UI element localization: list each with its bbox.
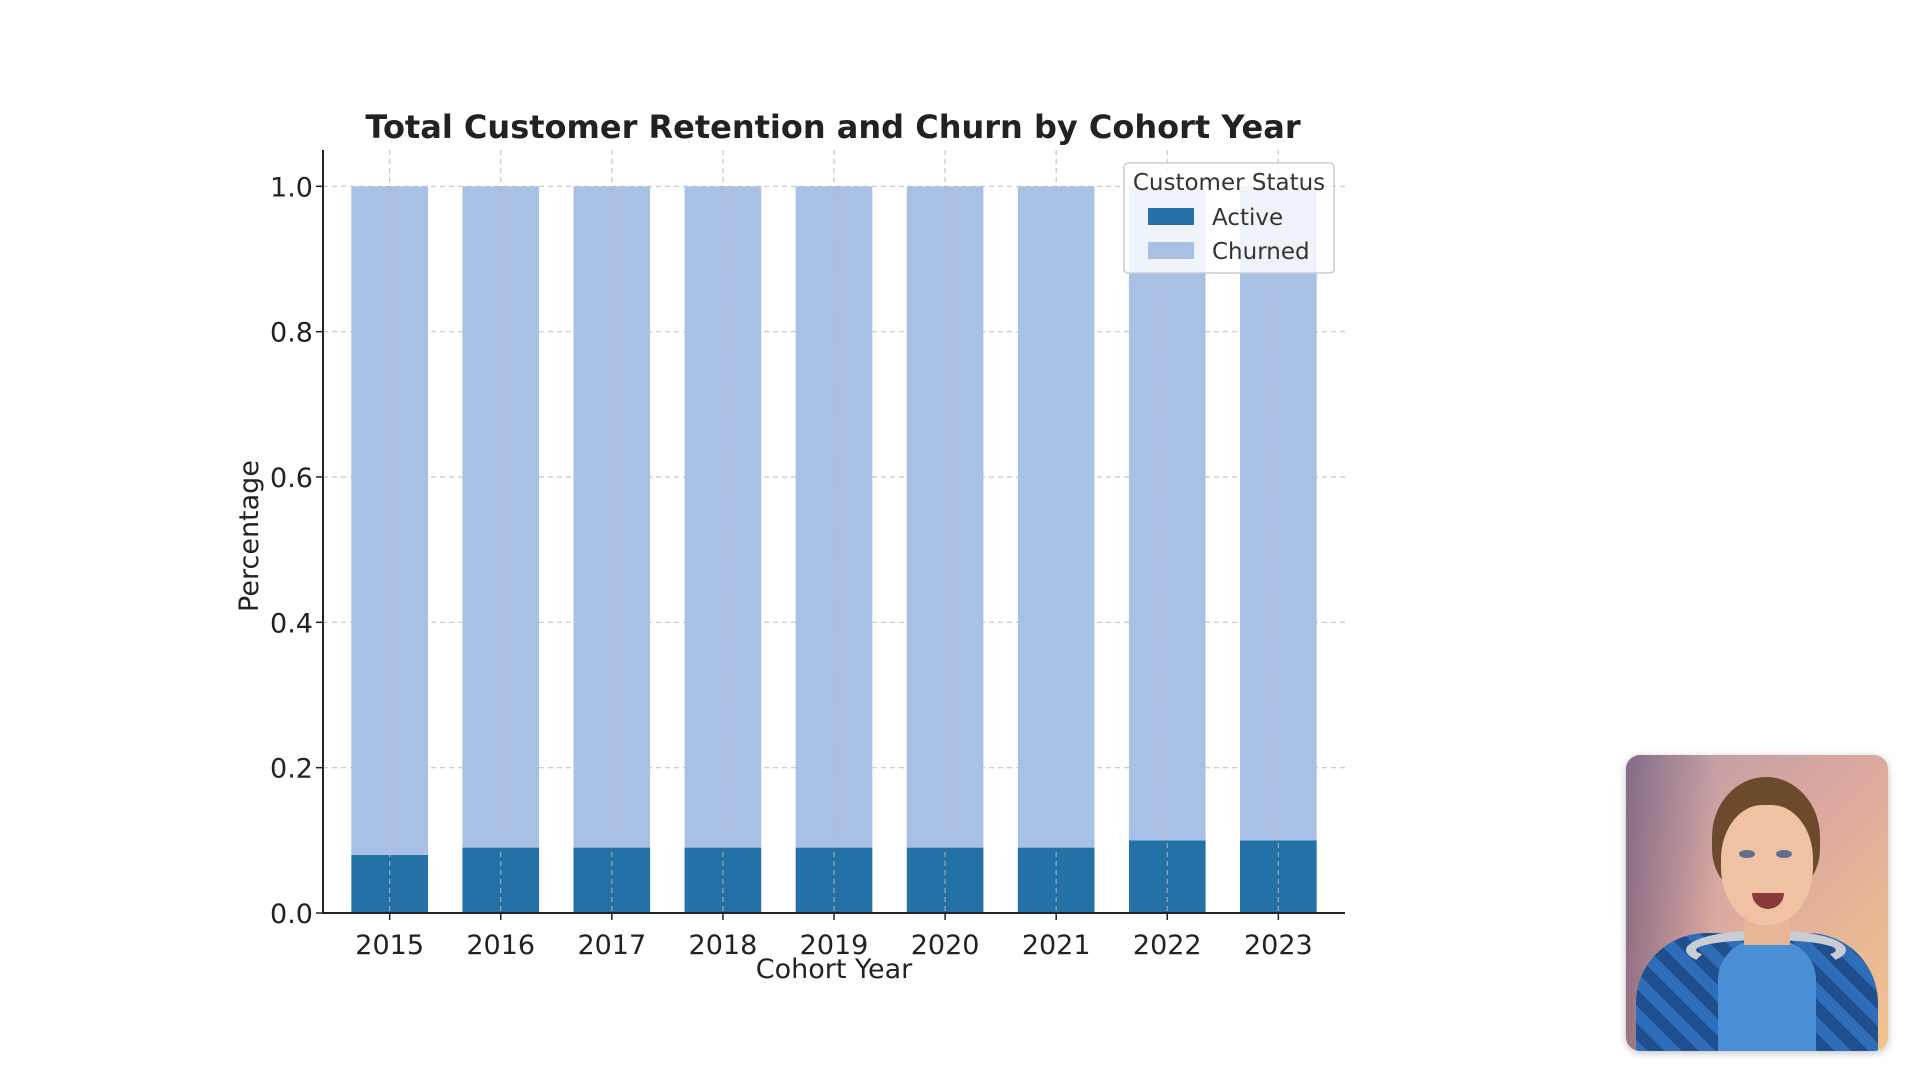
chart-title: Total Customer Retention and Churn by Co… bbox=[365, 108, 1300, 146]
y-tick-label: 0.0 bbox=[270, 899, 313, 930]
x-ticks: 2015 2016 2017 2018 2019 2020 2021 2022 2023 bbox=[355, 913, 1313, 961]
x-tick-label: 2016 bbox=[466, 930, 535, 961]
webcam-eye-left bbox=[1739, 850, 1755, 858]
y-ticks: 0.0 0.2 0.4 0.6 0.8 1.0 bbox=[270, 172, 323, 930]
x-tick-label: 2023 bbox=[1244, 930, 1313, 961]
y-axis-label: Percentage bbox=[234, 460, 265, 612]
bar-active-2022 bbox=[1128, 840, 1206, 913]
y-tick-label: 0.8 bbox=[270, 318, 313, 349]
legend: Customer Status Active Churned bbox=[1123, 162, 1335, 274]
webcam-eye-right bbox=[1776, 850, 1792, 858]
x-tick-label: 2019 bbox=[800, 930, 869, 961]
y-tick-label: 0.4 bbox=[270, 608, 313, 639]
x-tick-label: 2021 bbox=[1022, 930, 1091, 961]
legend-title: Customer Status bbox=[1133, 170, 1325, 196]
legend-label-churned: Churned bbox=[1212, 239, 1310, 265]
presenter-video-icon bbox=[1626, 755, 1888, 1051]
bar-active-2023 bbox=[1240, 840, 1317, 913]
webcam-mouth bbox=[1752, 893, 1784, 909]
x-tick-label: 2017 bbox=[577, 930, 646, 961]
x-tick-label: 2020 bbox=[911, 930, 980, 961]
vertical-grid bbox=[389, 150, 1279, 913]
legend-swatch-churned bbox=[1148, 242, 1194, 259]
x-tick-label: 2018 bbox=[689, 930, 758, 961]
x-tick-label: 2022 bbox=[1133, 930, 1202, 961]
y-tick-label: 0.6 bbox=[270, 463, 313, 494]
legend-label-active: Active bbox=[1212, 205, 1283, 231]
x-tick-label: 2015 bbox=[355, 930, 424, 961]
y-tick-label: 0.2 bbox=[270, 754, 313, 785]
y-tick-label: 1.0 bbox=[270, 172, 313, 203]
legend-swatch-active bbox=[1148, 208, 1194, 225]
x-axis-label: Cohort Year bbox=[756, 954, 913, 985]
